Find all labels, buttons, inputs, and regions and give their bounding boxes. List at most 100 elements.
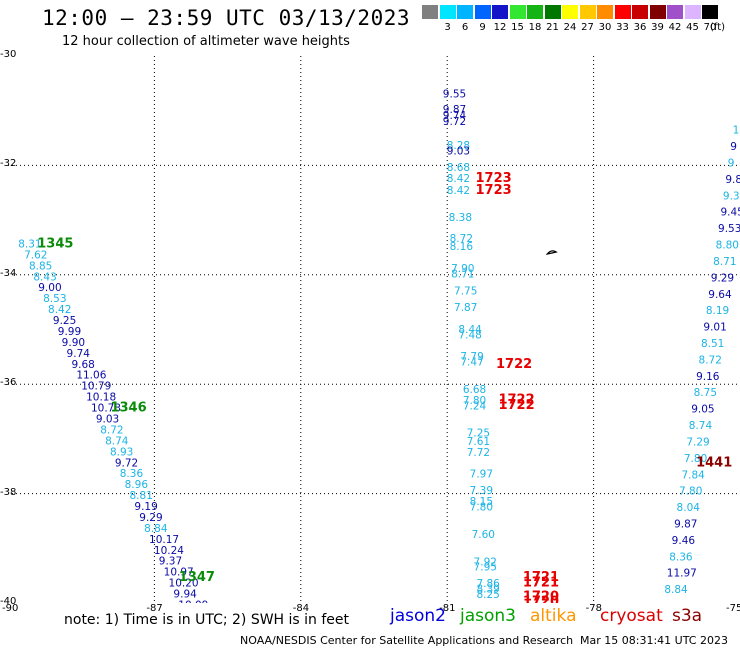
color-scale-unit: (ft) [709,22,726,33]
color-scale-swatch [702,5,718,19]
latitude-tick-label: -36 [0,377,17,389]
color-scale-swatch [439,5,456,19]
satellite-legend-jason3: jason3 [460,606,516,626]
wave-height-reading: 9.29 [711,272,734,284]
longitude-tick-label: -78 [585,603,602,614]
wave-height-reading: 10.24 [154,545,184,557]
page-subtitle: 12 hour collection of altimeter wave hei… [62,34,350,49]
wave-height-reading: 10.09 [178,599,208,603]
wave-height-reading: 7.47 [460,357,483,369]
satellite-legend-jason2: jason2 [390,606,446,626]
color-scale-swatch [492,5,508,19]
wave-height-reading: 9.87 [674,519,697,531]
color-scale-label: 42 [668,22,682,33]
latitude-tick-label: -34 [0,267,17,279]
color-scale-label: 12 [493,22,507,33]
wave-height-reading: 6.68 [463,384,486,396]
wave-height-reading: 7.25 [467,428,490,440]
color-scale-label: 3 [444,22,451,33]
satellite-legend-cryosat: cryosat [600,606,663,626]
color-scale-label: 6 [461,22,469,33]
wave-height-reading: 7.24 [463,400,487,412]
color-scale-swatch [527,5,543,19]
wave-height-reading: 7.39 [470,485,493,497]
wave-height-reading: 8.19 [706,305,729,317]
pass-time-label: 1723 [476,183,512,198]
wave-height-reading: 7.86 [476,578,500,590]
color-scale-swatch [562,5,578,19]
pass-time-label: 1722 [498,392,534,407]
wave-height-reading: 7.80 [684,453,707,465]
wave-height-reading: 9.19 [134,501,157,513]
wave-height-reading: 9.55 [443,89,466,101]
wave-height-reading: 8.15 [470,496,493,508]
color-scale-swatch [579,5,596,19]
wave-height-reading: 8.72 [100,424,123,436]
wave-height-reading: 9.74 [67,348,91,360]
wave-height-reading: 9.68 [71,359,94,371]
latitude-tick-label: -38 [0,486,17,498]
wave-height-reading: 9.16 [696,371,720,383]
wave-height-reading: 9.29 [139,512,162,524]
satellite-legend-s3a: s3a [672,606,703,626]
pass-time-label: 1721 [523,576,559,591]
wave-height-reading: 9.94 [173,589,197,601]
pass-time-label: 1721 [523,570,559,585]
wave-height-reading: 8.74 [689,420,713,432]
wave-height-reading: 9.31 [723,190,740,202]
wave-height-reading: 7.87 [454,302,477,314]
wave-height-reading: 9.99 [58,326,81,338]
wave-height-reading: 8.51 [701,338,724,350]
color-scale-swatch [632,5,648,19]
wave-height-reading: 10.79 [81,381,111,393]
color-scale-swatch [597,5,613,19]
wave-height-reading: 10.17 [149,534,179,546]
wave-height-reading: 8.42 [48,304,71,316]
pass-time-label: 1720 [523,589,559,603]
wave-height-reading: 9.64 [708,289,732,301]
wave-height-reading: 8.43 [33,271,56,283]
longitude-tick-label: -84 [292,603,310,614]
wave-height-reading: 9.03 [96,413,119,425]
wave-height-reading: 7.92 [474,556,497,568]
wave-height-reading: 8.93 [110,446,133,458]
wave-height-reading: 8.28 [447,140,470,152]
wave-height-reading: 7.48 [458,329,481,341]
wave-height-reading: 7.79 [460,351,483,363]
wave-height-reading: 8.36 [120,468,144,480]
color-scale-swatch [667,5,683,19]
latitude-tick-label: -30 [0,49,17,60]
color-scale-swatch [649,5,666,19]
wave-height-reading: 9.74 [443,110,467,122]
island-outline [545,250,558,255]
wave-height-reading: 7.72 [467,447,490,459]
wave-height-reading: 8.39 [476,584,499,596]
wave-height-reading: 9.03 [447,145,470,157]
wave-height-reading: 8.31 [18,238,41,250]
pass-time-label: 1722 [498,398,534,413]
wave-height-reading: 9.00 [38,282,61,294]
wave-height-reading: 9.8 [725,174,740,186]
wave-height-reading: 9.72 [443,116,466,128]
wave-height-reading: 8.81 [130,490,153,502]
wave-height-reading: 9.90 [62,337,85,349]
wave-height-reading: 8.72 [699,354,722,366]
longitude-tick-label: -87 [146,603,163,614]
wave-height-reading: 8.38 [449,212,472,224]
color-scale-label: 18 [528,22,542,33]
wave-height-reading: 7.29 [686,436,709,448]
wave-height-reading: 8.85 [29,260,52,272]
wave-height-reading: 10.73 [91,403,121,415]
wave-height-reading: 8.84 [144,523,168,535]
wave-height-reading: 8.42 [447,185,470,197]
wave-height-map[interactable]: 8.31 7.62 8.85 8.43 9.00 8.53 8.42 9.25 9.99 9.90… [8,56,740,603]
wave-height-reading: 7.60 [472,529,495,541]
pass-time-label: 1722 [496,357,532,372]
wave-height-reading: 8.04 [677,502,701,514]
wave-height-reading: 9.87 [443,104,466,116]
wave-height-reading: 8.25 [476,589,499,601]
color-scale-label: 27 [581,22,594,33]
wave-height-reading: 7.84 [681,469,705,481]
color-scale-label: 21 [546,22,559,33]
generated-timestamp: Mar 15 08:31:41 UTC 2023 [580,634,728,647]
